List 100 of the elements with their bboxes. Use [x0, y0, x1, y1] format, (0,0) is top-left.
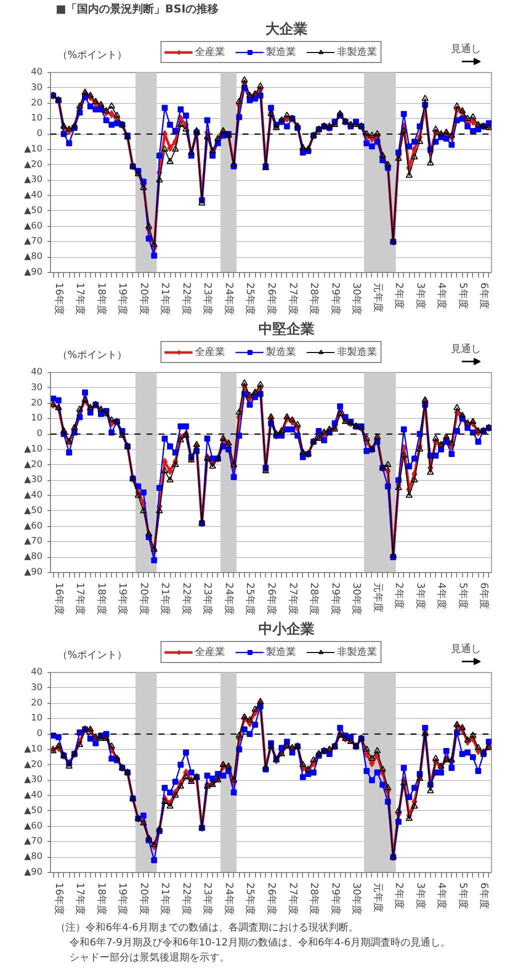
legend-label: 製造業	[266, 346, 296, 359]
y-tick-label: 0	[36, 429, 43, 440]
x-tick-label: 4年度	[436, 282, 448, 309]
x-tick-label: 3年度	[414, 882, 426, 909]
text: シャドー部分は景気後退期を示す。	[70, 952, 230, 964]
x-tick-label: 22年度	[180, 882, 192, 916]
x-tick-label: 24年度	[222, 582, 235, 616]
x-tick-label: 26年度	[266, 282, 278, 316]
x-tick-label: 25年度	[244, 282, 256, 316]
x-tick-label: 2年度	[393, 282, 406, 309]
y-tick-label: 10	[31, 414, 43, 424]
x-tick-label: 29年度	[329, 282, 342, 316]
y-tick-label: ▲20	[24, 760, 43, 770]
x-tick-label: 22年度	[180, 582, 192, 616]
y-tick-label: 30	[31, 682, 43, 693]
x-tick-label: 30年度	[350, 582, 363, 616]
x-tick-label: 23年度	[202, 582, 214, 616]
y-tick-label: ▲10	[24, 444, 43, 454]
x-tick-label: 6年度	[478, 282, 490, 309]
legend-label: 非製造業	[337, 646, 377, 659]
y-axis-title: （%ポイント）	[57, 350, 127, 361]
x-tick-label: 27年度	[286, 282, 299, 316]
y-tick-label: ▲40	[24, 790, 43, 801]
x-tick-label: 4年度	[436, 882, 448, 909]
chart-subtitle: 大企業	[266, 22, 308, 38]
y-tick-label: 20	[31, 698, 43, 708]
x-tick-label: 29年度	[329, 582, 342, 616]
x-tick-label: 21年度	[159, 282, 172, 316]
x-tick-label: 20年度	[138, 582, 150, 616]
text: 令和6年7-9月期及び令和6年10-12月期の数値は、令和6年4-6月期調査時の見通し。	[70, 936, 451, 948]
y-tick-label: ▲20	[24, 160, 43, 170]
y-tick-label: ▲40	[24, 190, 43, 201]
y-tick-label: ▲50	[24, 206, 43, 216]
x-tick-label: 4年度	[436, 582, 448, 609]
y-tick-label: ▲50	[24, 506, 43, 516]
legend-label: 全産業	[195, 46, 225, 59]
x-tick-label: 28年度	[308, 882, 320, 916]
y-tick-label: ▲30	[24, 175, 43, 186]
y-axis-title: （%ポイント）	[57, 650, 127, 661]
x-tick-label: 18年度	[95, 882, 108, 916]
x-tick-label: 21年度	[159, 882, 172, 916]
y-tick-label: ▲70	[24, 536, 43, 547]
x-tick-label: 19年度	[116, 282, 129, 316]
x-tick-label: 21年度	[159, 582, 172, 616]
y-tick-label: 0	[36, 729, 43, 740]
chart-subtitle: 中小企業	[258, 622, 315, 638]
y-tick-label: ▲70	[24, 236, 43, 247]
x-tick-label: 30年度	[350, 282, 363, 316]
y-tick-label: ▲40	[24, 490, 43, 501]
x-tick-label: 30年度	[350, 882, 363, 916]
y-tick-label: ▲30	[24, 475, 43, 486]
x-tick-label: 25年度	[244, 582, 256, 616]
x-tick-label: 22年度	[180, 282, 192, 316]
chart-subtitle: 中堅企業	[258, 322, 315, 338]
chart-title: ■「国内の景況判断」BSIの推移	[56, 2, 219, 16]
y-tick-label: ▲30	[24, 775, 43, 786]
x-tick-label: 27年度	[286, 582, 299, 616]
y-tick-label: ▲60	[24, 221, 43, 232]
text: 見通し	[451, 43, 482, 55]
y-tick-label: 20	[31, 398, 43, 408]
x-tick-label: 20年度	[138, 282, 150, 316]
legend-label: 全産業	[195, 646, 225, 659]
x-tick-label: 17年度	[74, 582, 86, 616]
y-tick-label: 40	[31, 68, 43, 78]
y-tick-label: 40	[31, 668, 43, 678]
x-tick-label: 26年度	[266, 582, 278, 616]
y-tick-label: 20	[31, 98, 43, 108]
x-tick-label: 16年度	[52, 582, 65, 616]
x-tick-label: 23年度	[202, 282, 214, 316]
y-axis-title: （%ポイント）	[57, 50, 127, 61]
y-tick-label: ▲10	[24, 144, 43, 154]
y-tick-label: ▲80	[24, 852, 43, 862]
y-tick-label: 0	[36, 129, 43, 140]
legend-label: 全産業	[195, 346, 225, 359]
y-tick-label: 10	[31, 114, 43, 124]
y-tick-label: ▲80	[24, 252, 43, 262]
x-tick-label: 29年度	[329, 882, 342, 916]
x-tick-label: 2年度	[393, 882, 406, 909]
x-tick-label: 20年度	[138, 882, 150, 916]
text: 見通し	[451, 643, 482, 655]
legend-label: 製造業	[266, 646, 296, 659]
x-tick-label: 5年度	[456, 282, 469, 309]
x-tick-label: 16年度	[52, 282, 65, 316]
x-tick-label: 16年度	[52, 882, 65, 916]
y-tick-label: ▲10	[24, 744, 43, 754]
y-tick-label: ▲80	[24, 552, 43, 562]
x-tick-label: 19年度	[116, 582, 129, 616]
x-tick-label: 24年度	[222, 882, 235, 916]
y-tick-label: ▲60	[24, 821, 43, 832]
y-tick-label: 40	[31, 368, 43, 378]
x-tick-label: 元年度	[372, 282, 384, 312]
x-tick-label: 3年度	[414, 282, 426, 309]
x-tick-label: 元年度	[372, 582, 384, 612]
x-tick-label: 6年度	[478, 582, 490, 609]
x-tick-label: 3年度	[414, 582, 426, 609]
y-tick-label: ▲20	[24, 460, 43, 470]
x-tick-label: 28年度	[308, 282, 320, 316]
legend-label: 非製造業	[337, 46, 377, 59]
y-tick-label: ▲90	[24, 568, 43, 578]
x-tick-label: 元年度	[372, 882, 384, 912]
